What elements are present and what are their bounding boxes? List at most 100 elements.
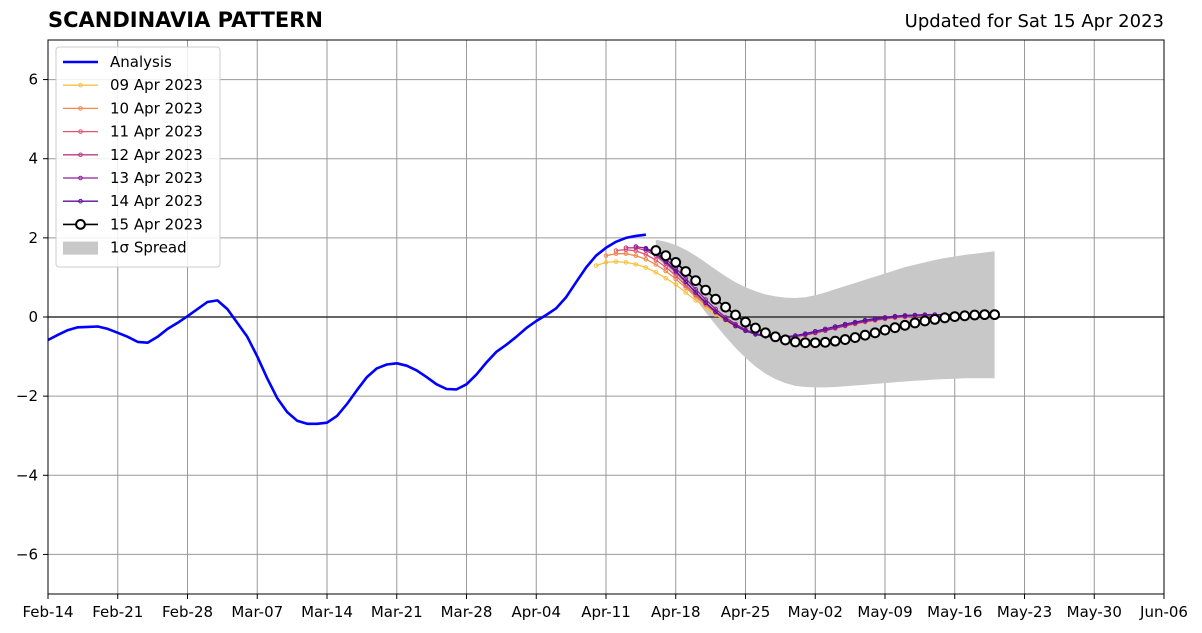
current-forecast-point (650, 245, 662, 256)
forecast-point (693, 290, 698, 295)
forecast-point (643, 265, 649, 270)
legend-label: 12 Apr 2023 (110, 146, 203, 164)
forecast-point (593, 263, 599, 268)
forecast-point (603, 253, 609, 258)
legend-label: 10 Apr 2023 (110, 99, 203, 117)
forecast-point (862, 317, 868, 323)
legend-marker (78, 82, 83, 88)
current-forecast-point (660, 250, 672, 262)
current-forecast-point (919, 315, 931, 327)
legend-label: 14 Apr 2023 (110, 192, 203, 210)
forecast-point (633, 244, 639, 249)
forecast-point (832, 324, 838, 329)
forecast-point (653, 262, 659, 267)
current-forecast-point (839, 334, 851, 345)
legend-swatch-spread (63, 241, 98, 255)
forecast-point (623, 245, 629, 251)
y-tick-label: 4 (28, 150, 38, 168)
x-tick-label: Apr-18 (651, 603, 701, 621)
x-tick-label: Feb-21 (92, 603, 143, 621)
current-forecast-point (859, 329, 871, 341)
x-tick-label: May-02 (788, 603, 843, 621)
x-tick-label: Mar-28 (441, 603, 493, 621)
forecast-point (683, 290, 689, 295)
current-forecast-point (769, 331, 781, 343)
legend-marker (78, 106, 83, 111)
legend-label: Analysis (110, 53, 172, 71)
legend-box (55, 46, 221, 268)
x-tick-label: Jun-06 (1139, 603, 1188, 621)
axes: Feb-14 Feb-21 Feb-28 Mar-07 Mar-14 Mar-21 Mar-… (16, 39, 1188, 621)
current-forecast-point (680, 266, 692, 277)
current-forecast-point (690, 275, 702, 286)
current-forecast-series (650, 245, 1001, 349)
y-tick-label: −6 (16, 545, 38, 563)
legend-label: 09 Apr 2023 (110, 76, 203, 94)
current-forecast-point (989, 309, 1001, 321)
x-tick-label: Apr-11 (581, 603, 631, 621)
x-tick-label: Mar-14 (301, 603, 353, 621)
current-forecast-point (909, 317, 921, 329)
forecast-point (812, 328, 818, 334)
forecast-point (633, 253, 639, 258)
x-tick-label: Apr-25 (721, 603, 771, 621)
current-forecast-point (760, 327, 771, 339)
forecast-point (683, 279, 689, 285)
forecast-point (882, 315, 888, 320)
forecast-point (733, 323, 738, 329)
legend-label: 13 Apr 2023 (110, 169, 203, 187)
chart-subtitle: Updated for Sat 15 Apr 2023 (904, 11, 1164, 32)
forecast-point (743, 328, 748, 334)
legend-marker (78, 129, 83, 134)
forecast-point (653, 257, 659, 263)
current-forecast-point (819, 336, 831, 348)
current-forecast-point (740, 316, 751, 328)
current-forecast-point (730, 309, 741, 321)
current-forecast-point (979, 309, 991, 321)
y-tick-label: 0 (28, 308, 38, 326)
x-tick-label: May-09 (857, 603, 912, 621)
forecast-point (822, 326, 828, 332)
forecast-point (623, 260, 629, 265)
forecast-point (613, 259, 619, 264)
forecast-point (723, 317, 728, 323)
x-tick-label: May-30 (1067, 603, 1122, 621)
forecast-point (673, 268, 679, 274)
current-forecast-point (959, 310, 971, 322)
current-forecast-point (779, 334, 791, 346)
y-tick-label: 2 (28, 229, 38, 247)
plot-frame (47, 39, 1165, 595)
current-forecast-point (939, 312, 951, 324)
legend: Analysis 09 Apr 2023 10 Apr 2023 11 Apr 202… (55, 46, 221, 268)
forecast-point (842, 321, 848, 327)
forecast-point (643, 246, 649, 252)
y-tick-label: −2 (16, 387, 38, 405)
forecast-point (902, 313, 908, 318)
legend-label: 11 Apr 2023 (110, 123, 203, 141)
forecast-point (802, 331, 808, 336)
forecast-point (713, 306, 718, 312)
legend-marker (78, 152, 83, 158)
spread-band (655, 239, 995, 388)
x-tick-label: Feb-28 (162, 603, 213, 621)
current-forecast-point (899, 319, 911, 331)
legend-label: 1σ Spread (110, 239, 187, 257)
forecast-point (912, 312, 918, 318)
current-forecast-point (700, 284, 712, 296)
forecast-point (892, 313, 898, 319)
forecast-point (663, 275, 669, 281)
current-forecast-point (809, 337, 821, 349)
current-forecast-point (879, 324, 891, 336)
forecast-point (673, 282, 679, 287)
legend-marker (78, 175, 83, 181)
legend-marker (78, 198, 83, 204)
legend-marker (75, 219, 86, 230)
current-forecast-point (929, 313, 941, 325)
x-tick-label: Apr-04 (512, 603, 562, 621)
chart-title: SCANDINAVIA PATTERN (48, 8, 323, 32)
forecast-point (643, 256, 649, 262)
current-forecast-point (949, 311, 961, 323)
x-tick-label: Mar-07 (231, 603, 283, 621)
forecast-point (653, 269, 659, 275)
